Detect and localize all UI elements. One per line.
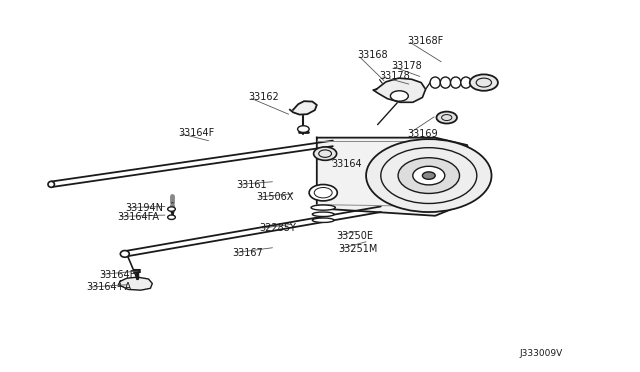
Circle shape (298, 126, 309, 132)
Text: 33164F: 33164F (178, 128, 214, 138)
Ellipse shape (461, 77, 471, 88)
Text: 33164FA: 33164FA (117, 212, 159, 221)
Circle shape (168, 207, 175, 211)
Text: 33168: 33168 (357, 50, 388, 60)
Polygon shape (317, 138, 474, 216)
Circle shape (413, 166, 445, 185)
Polygon shape (290, 101, 317, 115)
Ellipse shape (312, 212, 334, 217)
Circle shape (398, 158, 460, 193)
Text: 33161: 33161 (237, 180, 268, 189)
Circle shape (436, 112, 457, 124)
Text: 32285Y: 32285Y (259, 224, 296, 233)
Text: 33178: 33178 (391, 61, 422, 71)
Polygon shape (118, 277, 152, 290)
Text: 33162: 33162 (248, 93, 279, 102)
Polygon shape (373, 78, 426, 102)
Circle shape (366, 139, 492, 212)
Text: 31506X: 31506X (256, 192, 293, 202)
Text: 33250E: 33250E (337, 231, 374, 241)
Ellipse shape (451, 77, 461, 88)
Text: 33194N: 33194N (125, 203, 163, 212)
Circle shape (390, 91, 408, 101)
Text: 33167: 33167 (232, 248, 263, 258)
Text: 33169: 33169 (408, 129, 438, 139)
Ellipse shape (120, 251, 129, 257)
Ellipse shape (48, 182, 54, 187)
Circle shape (422, 172, 435, 179)
Circle shape (470, 74, 498, 91)
Circle shape (168, 215, 175, 219)
Text: 33168F: 33168F (407, 36, 444, 46)
Text: 33178: 33178 (380, 71, 410, 81)
Text: 33164: 33164 (332, 159, 362, 169)
Text: 33164+A: 33164+A (86, 282, 132, 292)
Circle shape (314, 147, 337, 160)
Ellipse shape (430, 77, 440, 88)
Ellipse shape (440, 77, 451, 88)
Ellipse shape (312, 218, 334, 222)
Circle shape (309, 185, 337, 201)
Text: J333009V: J333009V (520, 349, 563, 358)
Text: 33164F: 33164F (99, 270, 136, 279)
Text: 33251M: 33251M (338, 244, 378, 254)
Ellipse shape (311, 205, 335, 210)
